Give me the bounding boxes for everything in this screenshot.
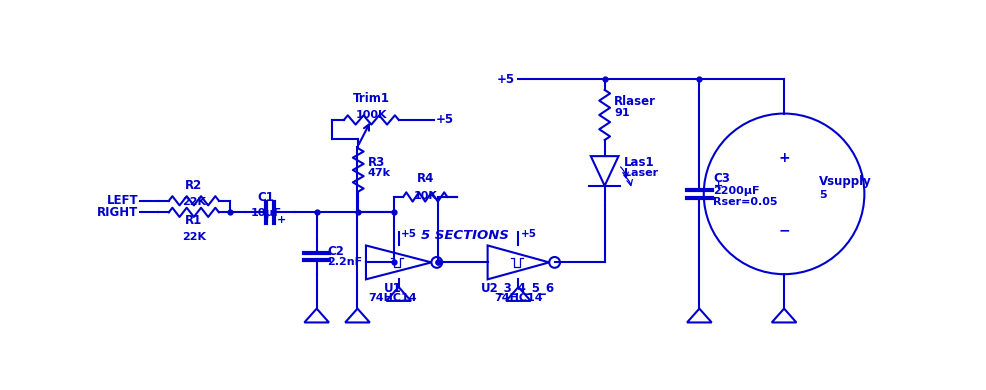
Text: Las1: Las1: [624, 156, 655, 169]
Text: R1: R1: [185, 214, 202, 227]
Text: +5: +5: [496, 73, 515, 86]
Text: 22K: 22K: [181, 232, 206, 241]
Text: −: −: [778, 223, 790, 237]
Text: Laser: Laser: [624, 168, 658, 178]
Text: 2200μF: 2200μF: [713, 186, 760, 196]
Text: +: +: [714, 181, 724, 191]
Text: C1: C1: [257, 191, 275, 204]
Text: 22K: 22K: [181, 197, 206, 207]
Text: U1: U1: [384, 282, 401, 295]
Text: 100K: 100K: [356, 110, 387, 120]
Text: RIGHT: RIGHT: [97, 206, 138, 219]
Text: 74HC14: 74HC14: [494, 293, 542, 303]
Text: +5: +5: [401, 229, 417, 239]
Text: 10μF: 10μF: [250, 209, 282, 218]
Text: C2: C2: [327, 245, 344, 258]
Text: +5: +5: [521, 229, 536, 239]
Text: R4: R4: [416, 172, 434, 184]
Text: +: +: [277, 215, 286, 225]
Text: LEFT: LEFT: [106, 194, 138, 207]
Text: Vsupply: Vsupply: [818, 175, 872, 188]
Text: +: +: [778, 151, 790, 165]
Text: Rlaser: Rlaser: [614, 94, 656, 108]
Text: R3: R3: [368, 156, 385, 169]
Text: +5: +5: [436, 113, 455, 126]
Text: 10K: 10K: [413, 191, 437, 201]
Text: U2_3_4_5_6: U2_3_4_5_6: [481, 282, 555, 295]
Text: 91: 91: [614, 108, 629, 118]
Text: Rser=0.05: Rser=0.05: [713, 197, 778, 207]
Text: 5 SECTIONS: 5 SECTIONS: [421, 229, 509, 242]
Text: 47k: 47k: [368, 168, 390, 178]
Text: R2: R2: [185, 179, 202, 192]
Text: 2.2nF: 2.2nF: [327, 257, 363, 267]
Text: 5: 5: [818, 190, 826, 200]
Text: Trim1: Trim1: [353, 92, 389, 105]
Text: 74HC14: 74HC14: [369, 293, 417, 303]
Text: C3: C3: [713, 172, 730, 185]
